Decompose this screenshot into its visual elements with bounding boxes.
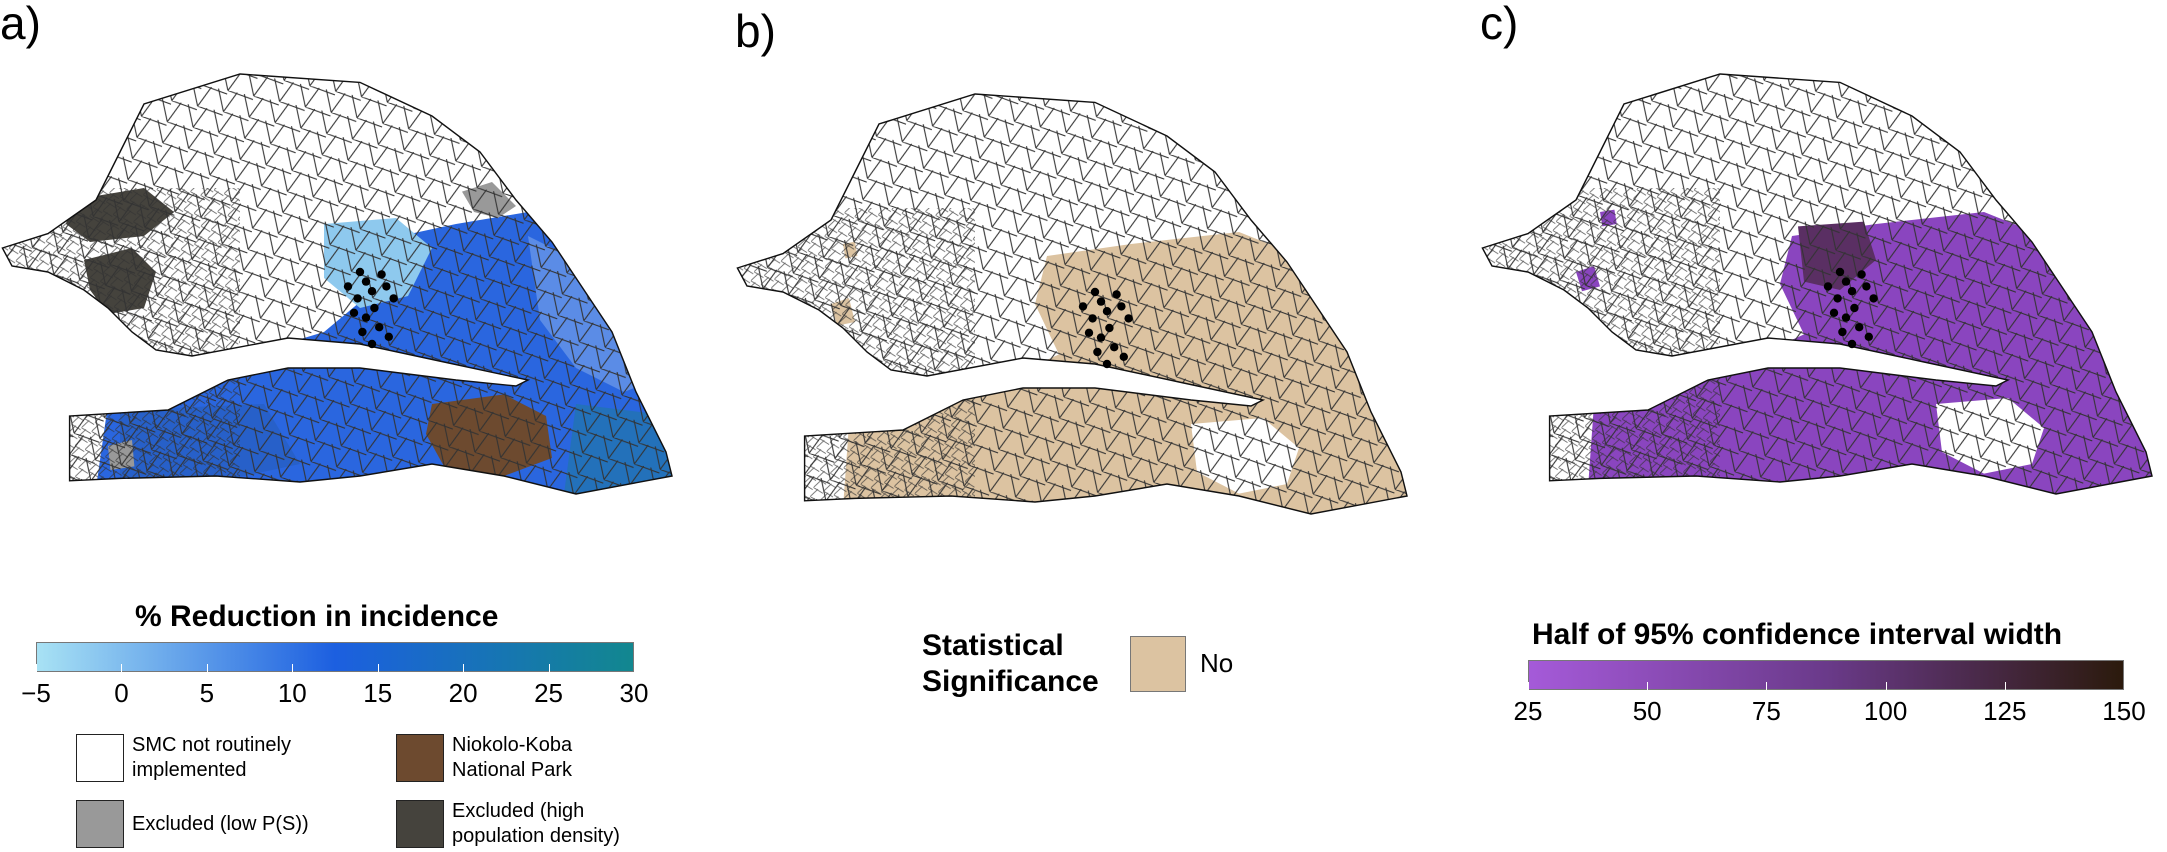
- colorbar-tick-mark: [1528, 682, 1529, 690]
- legend-label-national-park: Niokolo-Koba National Park: [452, 734, 573, 781]
- colorbar-tick-label: −5: [21, 678, 51, 708]
- colorbar-tick-label: 100: [1863, 696, 1908, 726]
- colorbar-tick-mark: [206, 664, 208, 672]
- colorbar-tick-label: 0: [114, 678, 129, 708]
- colorbar-tick-mark: [1647, 682, 1649, 690]
- colorbar-tick-mark: [36, 664, 37, 672]
- legend-label-smc-not-implemented: SMC not routinely implemented: [132, 734, 291, 781]
- colorbar-tick-mark: [548, 664, 550, 672]
- study-sites: [343, 267, 398, 349]
- panel-label-c: c): [1480, 0, 1519, 49]
- study-sites: [1823, 267, 1878, 349]
- panel-label-b: b): [735, 5, 776, 57]
- colorbar-tick-label: 10: [277, 678, 307, 708]
- legend-label-not-significant: No: [1200, 648, 1234, 678]
- colorbar-tick-mark: [2124, 682, 2125, 690]
- colorbar-tick-mark: [1885, 682, 1887, 690]
- map-a: [1, 73, 673, 495]
- colorbar-tick-label: 25: [534, 678, 564, 708]
- colorbar-a: [36, 642, 634, 672]
- colorbar-tick-label: 30: [619, 678, 649, 708]
- colorbar-tick-mark: [377, 664, 379, 672]
- colorbar-a-title: % Reduction in incidence: [135, 600, 499, 633]
- colorbar-tick-label: 50: [1632, 696, 1662, 726]
- panel-label-a: a): [0, 0, 41, 49]
- legend-swatch-not-significant: [1130, 636, 1186, 692]
- study-sites: [1078, 287, 1133, 369]
- colorbar-tick-label: 75: [1751, 696, 1781, 726]
- colorbar-tick-mark: [463, 664, 465, 672]
- colorbar-tick-mark: [1766, 682, 1768, 690]
- legend-swatch-excluded-high-density: [396, 800, 444, 848]
- legend-label-excluded-low-ps: Excluded (low P(S)): [132, 813, 309, 835]
- colorbar-tick-label: 25: [1513, 696, 1543, 726]
- map-b: [736, 93, 1408, 515]
- colorbar-tick-label: 5: [199, 678, 215, 708]
- colorbar-tick-label: 15: [363, 678, 393, 708]
- colorbar-tick-mark: [121, 664, 123, 672]
- map-c: [1481, 73, 2153, 495]
- colorbar-tick-mark: [2004, 682, 2006, 690]
- colorbar-tick-label: 125: [1983, 696, 2027, 726]
- legend-swatch-smc-not-implemented: [76, 734, 124, 782]
- colorbar-tick-label: 150: [2102, 696, 2146, 726]
- legend-swatch-excluded-low-ps: [76, 800, 124, 848]
- legend-label-excluded-high-density: Excluded (high population density): [452, 800, 620, 847]
- colorbar-c: [1528, 660, 2124, 690]
- significance-title: Statistical Significance: [922, 629, 1099, 698]
- colorbar-c-title: Half of 95% confidence interval width: [1532, 618, 2063, 651]
- colorbar-tick-mark: [634, 664, 635, 672]
- colorbar-tick-mark: [292, 664, 294, 672]
- legend-swatch-national-park: [396, 734, 444, 782]
- colorbar-tick-label: 20: [448, 678, 478, 708]
